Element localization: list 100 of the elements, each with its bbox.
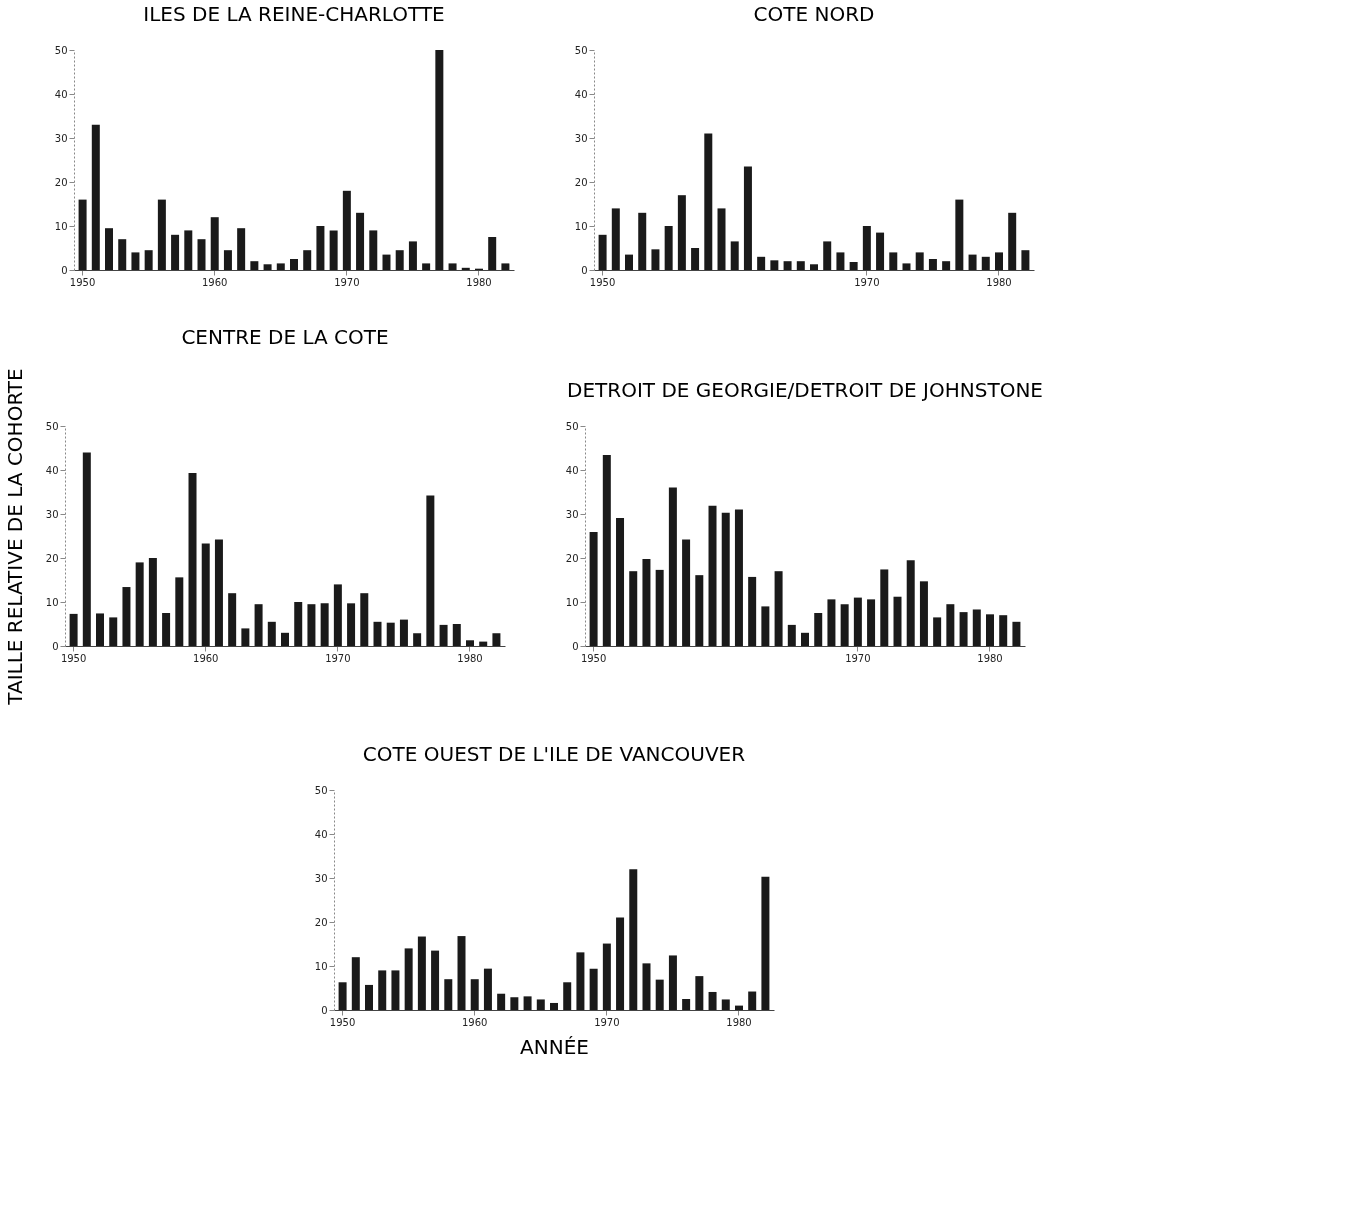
- bar: [598, 234, 607, 270]
- bar: [796, 261, 805, 270]
- y-tick-label: 0: [321, 1004, 328, 1016]
- bar: [347, 603, 356, 646]
- y-tick-label: 30: [565, 508, 579, 520]
- bar: [695, 575, 704, 646]
- bar: [853, 597, 862, 646]
- y-tick-label: 30: [45, 508, 59, 520]
- bar: [307, 604, 316, 646]
- bar: [677, 195, 686, 270]
- y-tick-label: 10: [54, 220, 68, 232]
- bar: [942, 261, 951, 270]
- bar: [880, 569, 889, 646]
- bar: [734, 1005, 743, 1010]
- bar: [867, 599, 876, 646]
- y-tick-label: 50: [45, 420, 59, 432]
- bar: [118, 239, 127, 270]
- bar: [329, 230, 338, 270]
- bar: [616, 917, 625, 1010]
- y-tick-label: 10: [574, 220, 588, 232]
- bar: [210, 217, 219, 270]
- bar: [761, 606, 770, 646]
- bar: [201, 543, 210, 646]
- bar: [611, 208, 620, 270]
- bar: [933, 617, 942, 646]
- bar: [708, 991, 717, 1010]
- bar: [263, 264, 272, 270]
- bar: [774, 571, 783, 646]
- x-tick-label: 1970: [594, 1016, 620, 1028]
- y-tick-label: 20: [574, 176, 588, 188]
- bar: [131, 252, 140, 270]
- bar: [862, 226, 871, 270]
- bar: [267, 621, 276, 646]
- bar: [642, 963, 651, 1010]
- bar: [629, 869, 638, 1010]
- bar: [563, 982, 572, 1010]
- bar: [488, 237, 497, 270]
- y-tick-label: 20: [45, 552, 59, 564]
- bar: [783, 261, 792, 270]
- bar: [994, 252, 1003, 270]
- x-axis-title: ANNÉE: [520, 1034, 589, 1059]
- bar: [536, 999, 545, 1010]
- bar: [981, 256, 990, 270]
- bar: [479, 641, 488, 646]
- bar: [483, 968, 492, 1010]
- y-tick-label: 40: [45, 464, 59, 476]
- bar: [452, 624, 461, 646]
- y-tick-label: 20: [54, 176, 68, 188]
- bar: [734, 509, 743, 646]
- bar: [682, 539, 691, 646]
- x-tick-label: 1970: [845, 652, 871, 664]
- bar: [404, 948, 413, 1010]
- y-tick-label: 50: [565, 420, 579, 432]
- bar: [148, 558, 157, 646]
- bar: [431, 950, 440, 1010]
- bar: [78, 199, 87, 270]
- bar: [1021, 250, 1030, 270]
- bar: [365, 984, 374, 1010]
- bar: [175, 577, 184, 646]
- bar: [378, 970, 387, 1010]
- bar: [955, 199, 964, 270]
- bar: [342, 190, 351, 270]
- bar: [109, 617, 118, 646]
- y-tick-label: 40: [54, 88, 68, 100]
- bar: [523, 996, 532, 1010]
- y-tick-label: 40: [574, 88, 588, 100]
- bar: [801, 632, 810, 646]
- bar: [616, 517, 625, 646]
- bar: [382, 254, 391, 270]
- bar: [422, 263, 431, 270]
- bar: [501, 263, 510, 270]
- y-tick-label: 30: [54, 132, 68, 144]
- bar: [395, 250, 404, 270]
- bar: [550, 1002, 558, 1010]
- bar: [717, 208, 726, 270]
- y-tick-label: 0: [572, 640, 579, 652]
- bar: [96, 613, 105, 646]
- x-tick-label: 1950: [589, 276, 616, 288]
- bar: [439, 624, 448, 646]
- y-tick-label: 50: [314, 784, 328, 796]
- bar: [413, 633, 422, 646]
- bar: [810, 264, 818, 270]
- y-tick-label: 10: [314, 960, 328, 972]
- bar: [972, 609, 981, 646]
- y-tick-label: 50: [574, 44, 588, 56]
- x-tick-label: 1980: [986, 276, 1012, 288]
- bar: [373, 621, 382, 646]
- y-tick-label: 0: [61, 264, 68, 276]
- bar: [889, 252, 898, 270]
- bar: [448, 263, 457, 270]
- y-tick-label: 50: [54, 44, 68, 56]
- bar: [629, 571, 638, 646]
- bar: [876, 232, 885, 270]
- chart-title: COTE OUEST DE L'ILE DE VANCOUVER: [362, 742, 746, 766]
- chart-title: DETROIT DE GEORGIE/DETROIT DE JOHNSTONE: [567, 378, 1043, 402]
- bar: [223, 250, 232, 270]
- bar: [399, 619, 408, 646]
- bar: [761, 876, 770, 1010]
- y-tick-label: 0: [581, 264, 588, 276]
- bar: [655, 979, 664, 1010]
